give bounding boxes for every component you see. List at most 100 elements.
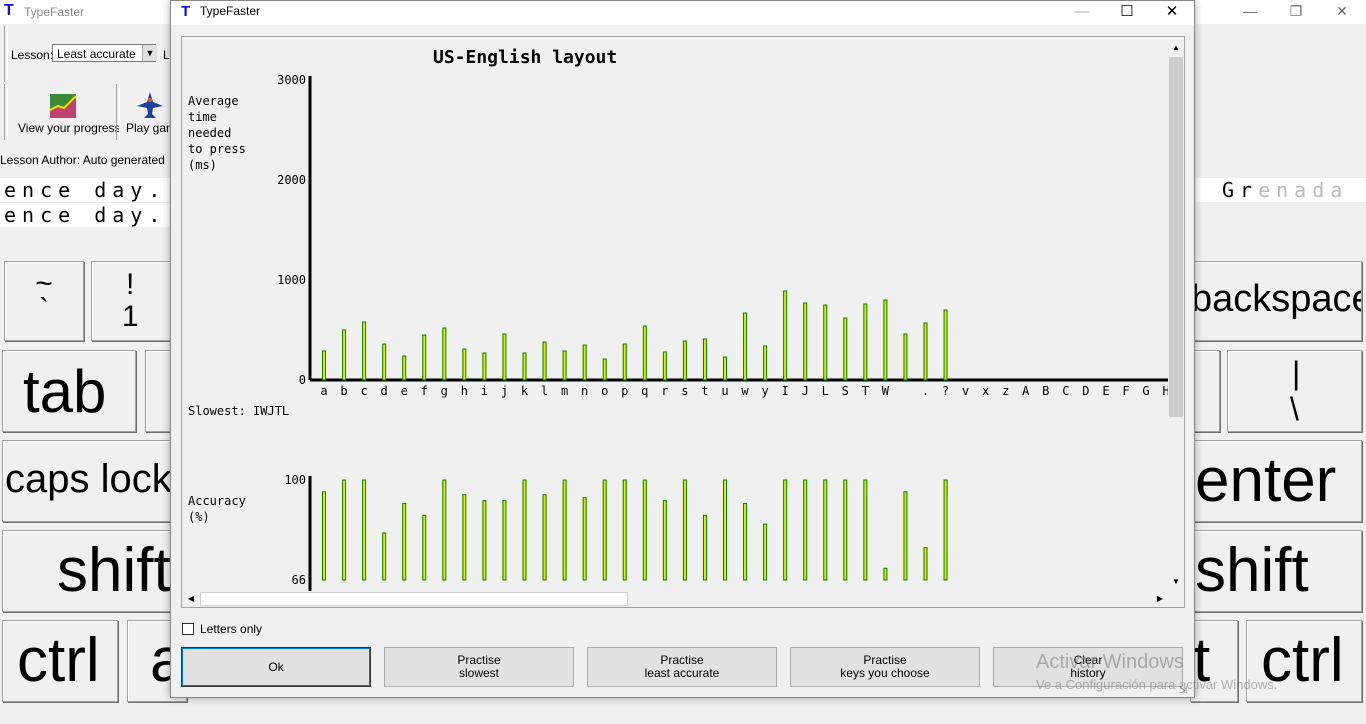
- key-backslash[interactable]: | \: [1227, 350, 1362, 432]
- bar-I: [783, 290, 788, 381]
- key-enter[interactable]: enter: [1190, 440, 1362, 522]
- practise-keys-you-choose-button[interactable]: Practise keys you choose: [790, 647, 980, 687]
- bar-h: [462, 348, 467, 381]
- key-caps-lock[interactable]: caps lock: [2, 440, 182, 522]
- bar-L: [823, 479, 828, 581]
- key-backspace[interactable]: backspace: [1190, 261, 1362, 341]
- bar-T: [863, 303, 868, 381]
- x-tick-label: l: [541, 384, 548, 398]
- chart-panel: US-English layout Average time needed to pre…: [181, 36, 1185, 608]
- x-tick-label: m: [561, 384, 568, 398]
- y-axis-label: to press: [188, 142, 246, 156]
- x-tick-label: I: [782, 384, 789, 398]
- bar-d: [382, 343, 387, 381]
- scroll-up-icon[interactable]: ▲: [1172, 43, 1180, 52]
- bar-k: [522, 479, 527, 581]
- x-tick-label: x: [982, 384, 989, 398]
- practise-slowest-button[interactable]: Practise slowest: [384, 647, 574, 687]
- key-shift-left[interactable]: shift: [2, 530, 182, 612]
- x-tick-label: A: [1022, 384, 1030, 398]
- dialog-maximize-icon[interactable]: ☐: [1120, 3, 1134, 20]
- minimize-icon[interactable]: —: [1243, 3, 1257, 19]
- bar-w: [743, 503, 748, 581]
- chevron-down-icon[interactable]: ▼: [142, 45, 157, 61]
- dialog-title: TypeFaster: [200, 4, 261, 18]
- bar-j: [502, 500, 507, 581]
- restore-icon[interactable]: ❐: [1289, 3, 1303, 19]
- dialog-minimize-icon[interactable]: —: [1074, 3, 1090, 20]
- scroll-left-icon[interactable]: ◀: [187, 594, 195, 603]
- ok-button[interactable]: Ok: [181, 647, 371, 687]
- letters-only-checkbox[interactable]: [182, 623, 194, 635]
- x-tick-label: C: [1062, 384, 1069, 398]
- x-tick-label: D: [1082, 384, 1089, 398]
- x-tick-label: i: [481, 384, 488, 398]
- x-tick-label: H: [1162, 384, 1168, 398]
- x-tick-label: g: [441, 384, 448, 398]
- x-tick-label: r: [661, 384, 668, 398]
- horizontal-scroll-thumb[interactable]: [200, 592, 628, 606]
- letters-only-label[interactable]: Letters only: [200, 622, 263, 636]
- dialog-close-icon[interactable]: ✕: [1165, 3, 1179, 20]
- airplane-icon[interactable]: [137, 92, 163, 118]
- key-ctrl-left[interactable]: ctrl: [2, 620, 118, 702]
- y-axis-label: Accuracy: [188, 494, 246, 508]
- bar-T: [863, 479, 868, 581]
- activation-watermark-title: Activar Windows: [1036, 651, 1184, 673]
- key-1[interactable]: ! 1: [91, 261, 181, 341]
- bar-i: [482, 500, 487, 581]
- resize-grip-icon[interactable]: ⇲: [1179, 685, 1188, 696]
- bar-n: [582, 497, 587, 581]
- x-tick-label: W: [882, 384, 890, 398]
- key-tilde[interactable]: ~ `: [4, 261, 84, 341]
- key-tab[interactable]: tab: [2, 350, 136, 432]
- button-label: slowest: [458, 666, 499, 680]
- lesson-select[interactable]: Least accurate: [52, 44, 156, 62]
- bar-g: [442, 479, 447, 581]
- bar-a: [322, 491, 326, 581]
- bar-f: [422, 334, 427, 381]
- scroll-down-icon[interactable]: ▼: [1172, 577, 1180, 586]
- x-tick-label: S: [842, 384, 849, 398]
- bar-p: [622, 343, 627, 381]
- y-tick-label: 3000: [277, 73, 306, 87]
- clear-history-button[interactable]: Clear history: [993, 647, 1183, 687]
- bar-.: [923, 547, 928, 581]
- bar-W: [883, 567, 888, 581]
- x-tick-label: e: [401, 384, 408, 398]
- bar-?: [943, 479, 948, 581]
- button-label: history: [1070, 666, 1106, 680]
- bar-q: [642, 479, 647, 581]
- key-shift-right[interactable]: shift: [1190, 530, 1362, 612]
- toolbar-separator: [4, 26, 8, 82]
- bar-m: [562, 350, 567, 381]
- vertical-scroll-thumb[interactable]: [1169, 57, 1183, 417]
- x-tick-label: q: [641, 384, 648, 398]
- x-tick-label: s: [681, 384, 688, 398]
- bar-b: [342, 479, 347, 581]
- key-alt-right[interactable]: t: [1190, 620, 1238, 702]
- close-icon[interactable]: ✕: [1336, 3, 1348, 19]
- practise-least-accurate-button[interactable]: Practise least accurate: [587, 647, 777, 687]
- bar-s: [682, 479, 687, 581]
- activation-watermark-subtitle: Ve a Configuración para activar Windows.: [1036, 677, 1278, 692]
- horizontal-scrollbar[interactable]: ◀ ▶: [183, 591, 1168, 607]
- scroll-right-icon[interactable]: ▶: [1156, 594, 1164, 603]
- x-tick-label: b: [340, 384, 347, 398]
- key-bracket[interactable]: [1190, 350, 1220, 432]
- key-ctrl-right[interactable]: ctrl: [1246, 620, 1362, 702]
- y-axis-label: time: [188, 110, 217, 124]
- y-axis-label: (%): [188, 510, 210, 524]
- text-line-right: Grenada: [1196, 178, 1366, 202]
- bar-w: [743, 312, 748, 381]
- x-tick-label: j: [501, 384, 508, 398]
- button-label: Practise: [863, 653, 907, 667]
- x-tick-label: ?: [942, 384, 949, 398]
- bar-u: [723, 479, 727, 581]
- play-game-label[interactable]: Play gam: [126, 121, 177, 135]
- x-tick-label: u: [721, 384, 728, 398]
- bar-k: [522, 352, 527, 381]
- vertical-scrollbar[interactable]: ▲ ▼: [1168, 40, 1184, 590]
- x-tick-label: a: [320, 384, 327, 398]
